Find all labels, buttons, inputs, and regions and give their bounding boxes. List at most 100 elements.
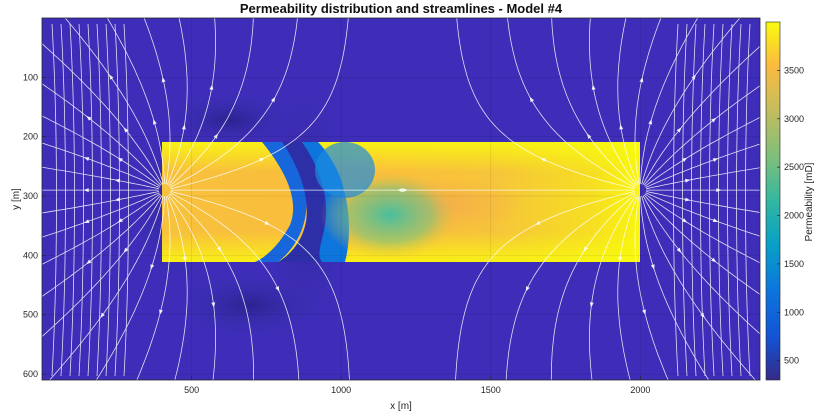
streamline-arrow	[117, 157, 124, 163]
streamline	[42, 166, 159, 190]
streamline-arrow	[150, 264, 155, 270]
streamline	[42, 191, 159, 214]
streamline	[42, 83, 162, 186]
streamline-arrow	[676, 247, 682, 253]
streamline-arrow	[700, 312, 705, 318]
streamline-arrow	[123, 127, 129, 133]
streamline	[589, 18, 637, 186]
y-tick-label: 100	[23, 72, 38, 82]
streamline	[617, 18, 639, 185]
colorbar-tick-label: 3000	[784, 114, 804, 124]
streamline	[691, 23, 697, 377]
streamline	[455, 191, 635, 380]
streamline	[550, 193, 636, 380]
streamline-arrow	[684, 197, 691, 202]
streamline	[639, 196, 710, 380]
streamline-arrow	[639, 77, 644, 83]
streamline-arrow	[681, 218, 688, 223]
streamline	[169, 18, 254, 187]
streamline	[646, 167, 760, 190]
streamline	[168, 194, 216, 380]
chart-title: Permeability distribution and streamline…	[240, 1, 563, 16]
colorbar-tick-label: 3500	[784, 65, 804, 75]
streamline-arrow	[712, 158, 719, 162]
streamline	[644, 116, 760, 187]
streamline-arrow	[117, 218, 124, 223]
streamline-arrow	[711, 257, 717, 263]
streamline	[169, 193, 254, 380]
streamline-arrow	[275, 286, 280, 292]
streamline	[507, 18, 636, 188]
colorbar-label: Permeability [mD]	[804, 162, 815, 241]
streamline-arrow	[681, 157, 688, 163]
streamline	[646, 191, 760, 213]
streamline-arrow	[159, 309, 163, 315]
streamline-arrow	[86, 116, 92, 121]
streamline-arrow	[716, 188, 722, 193]
streamline	[170, 191, 350, 380]
streamline	[105, 23, 111, 377]
streamline-arrow	[397, 188, 403, 193]
streamline-arrows	[83, 74, 722, 318]
streamline	[505, 192, 636, 380]
streamline	[551, 18, 636, 187]
streamline-arrow	[161, 77, 166, 83]
colorbar-scale	[765, 21, 781, 381]
x-axis: 500 1000 1500 2000	[184, 18, 650, 395]
streamline	[617, 195, 639, 380]
streamline	[589, 194, 637, 380]
streamline-arrow	[589, 302, 594, 308]
streamline-arrow	[84, 219, 90, 224]
streamline	[42, 43, 163, 185]
y-tick-label: 500	[23, 310, 38, 320]
streamline	[736, 23, 742, 377]
streamline	[673, 23, 679, 377]
y-axis-label: y [m]	[11, 188, 22, 210]
x-tick-label: 2000	[630, 385, 650, 395]
streamline	[78, 23, 84, 377]
x-tick-label: 1500	[481, 385, 501, 395]
colorbar-tick-label: 1000	[784, 307, 804, 317]
streamline-arrow	[711, 117, 717, 123]
streamline	[64, 18, 164, 185]
streamline	[168, 18, 216, 186]
streamline	[644, 193, 760, 264]
streamline-arrow	[650, 264, 655, 270]
streamline-arrow	[712, 218, 719, 222]
streamline	[634, 195, 669, 380]
streamline-arrow	[676, 127, 682, 133]
streamline-arrow	[535, 220, 541, 225]
streamline	[642, 45, 760, 185]
streamline	[682, 23, 688, 377]
halo-top	[170, 95, 290, 145]
streamline	[166, 195, 188, 380]
streamline	[96, 23, 102, 377]
streamline-arrow	[540, 158, 546, 162]
streamline	[42, 142, 160, 188]
streamline-arrow	[213, 133, 219, 139]
streamline-arrow	[402, 188, 408, 193]
streamline-arrow	[264, 220, 270, 225]
streamline-arrow	[211, 302, 216, 308]
streamline-arrow	[152, 119, 157, 125]
x-axis-label: x [m]	[390, 401, 412, 412]
axes-box	[41, 17, 761, 381]
streamline	[639, 18, 699, 185]
streamline	[727, 23, 733, 377]
streamline	[166, 18, 188, 185]
streamline-arrow	[270, 96, 276, 103]
streamline	[641, 195, 756, 380]
streamline	[42, 192, 160, 238]
streamline	[456, 18, 635, 190]
streamline	[87, 23, 93, 377]
streamline	[745, 23, 751, 377]
streamline-arrow	[86, 259, 92, 265]
plot-area	[42, 18, 760, 380]
streamline	[645, 143, 760, 188]
y-tick-label: 600	[23, 369, 38, 379]
colorbar-tick-label: 2500	[784, 162, 804, 172]
streamline-arrow	[123, 247, 129, 253]
streamline-arrow	[583, 246, 589, 252]
streamline-arrow	[181, 124, 186, 130]
streamline	[634, 18, 662, 185]
